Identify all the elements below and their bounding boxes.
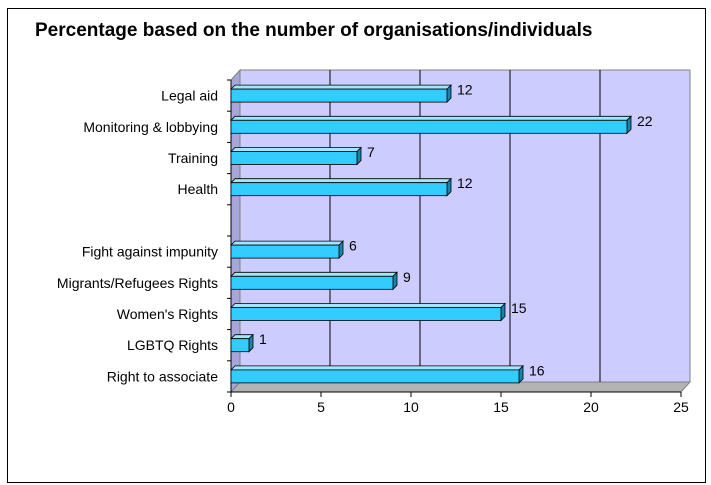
value-label: 12 (457, 175, 473, 191)
bar-front (230, 338, 250, 353)
bars (230, 84, 632, 384)
value-label: 15 (511, 300, 527, 316)
tick-label-5: 5 (317, 399, 325, 415)
tick-label-10: 10 (403, 399, 419, 415)
chart-title: Percentage based on the number of organi… (35, 20, 593, 41)
bar (230, 302, 506, 322)
bar (230, 84, 452, 104)
category-label: Women's Rights (117, 306, 218, 322)
bar (230, 240, 344, 260)
bar (230, 115, 632, 135)
tick-label-20: 20 (583, 399, 599, 415)
bar-front (230, 244, 340, 259)
category-label: Right to associate (107, 368, 218, 384)
value-label: 22 (637, 113, 653, 129)
bar-top (230, 271, 398, 277)
bar-front (230, 369, 520, 384)
x-axis-ticks: 0 5 10 15 20 25 (227, 79, 689, 415)
value-label: 16 (529, 362, 545, 378)
bar (230, 271, 398, 291)
bar-top (230, 178, 452, 184)
category-label: Legal aid (161, 88, 218, 104)
tick-label-0: 0 (227, 399, 235, 415)
bar-front (230, 307, 502, 321)
bar-front (230, 88, 448, 103)
bar-front (230, 275, 394, 290)
category-label: LGBTQ Rights (127, 337, 218, 353)
value-label: 1 (259, 331, 267, 347)
bar-front (230, 119, 628, 134)
bar (230, 146, 362, 166)
value-label: 9 (403, 269, 411, 285)
bar (230, 177, 452, 197)
value-labels: 12 22 7 12 6 9 15 1 16 (259, 82, 653, 379)
value-label: 7 (367, 144, 375, 160)
category-label: Monitoring & lobbying (83, 119, 218, 135)
bar-top (230, 240, 344, 246)
bar-top (230, 303, 506, 308)
bar-front (230, 182, 448, 197)
category-label: Training (168, 150, 218, 166)
value-label: 6 (349, 238, 357, 254)
bar-front (230, 151, 358, 165)
category-labels: Legal aid Monitoring & lobbying Training He… (57, 88, 218, 385)
bar-top (230, 84, 452, 90)
bar-top (230, 147, 362, 152)
tick-label-15: 15 (493, 399, 509, 415)
bar (230, 333, 254, 353)
tick-label-25: 25 (673, 399, 689, 415)
bar-top (230, 365, 524, 371)
value-label: 12 (457, 82, 473, 98)
category-label: Fight against impunity (82, 244, 218, 260)
category-label: Health (178, 181, 218, 197)
bar (230, 364, 524, 384)
bar-top (230, 115, 632, 121)
plot-floor (229, 381, 692, 393)
category-label: Migrants/Refugees Rights (57, 275, 218, 291)
